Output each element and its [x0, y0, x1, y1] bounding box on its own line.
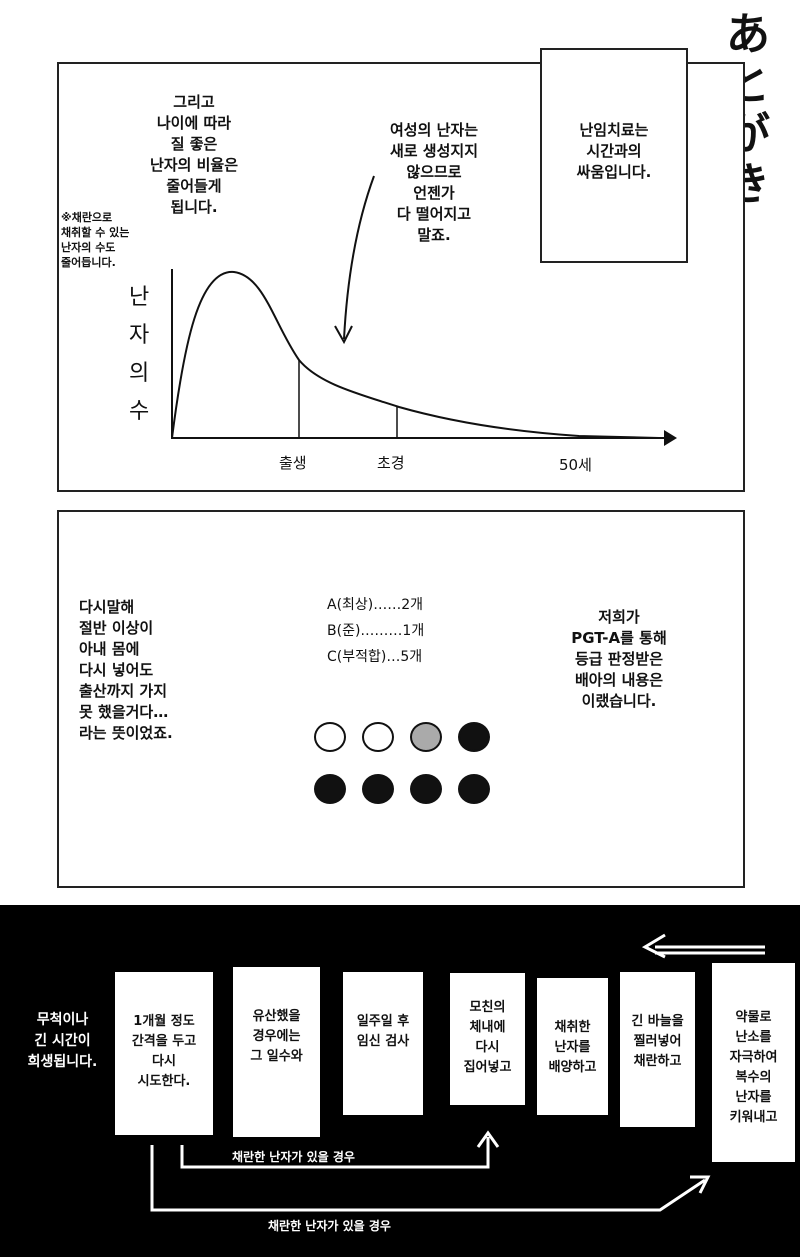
caption-eggs: 여성의 난자는 새로 생성지지 않으므로 언젠가 다 떨어지고 말죠.	[389, 121, 479, 244]
x-axis-arrowhead	[664, 430, 677, 446]
step-box-3: 일주일 후 임신 검사	[343, 972, 423, 1115]
egg-count-graph	[171, 175, 677, 446]
embryo-grade-c	[410, 774, 442, 804]
panel-1: 그리고 나이에 따라 질 좋은 난자의 비율은 줄어들게 됩니다. ※채란으로 …	[57, 62, 745, 492]
sacrifice-caption: 무척이나 긴 시간이 희생됩니다.	[27, 1012, 98, 1070]
ivf-cycle-band: 무척이나 긴 시간이 희생됩니다. 1개월 정도 간격을 두고 다시 시도한다.…	[0, 905, 800, 1257]
embryo-grade-c	[458, 774, 490, 804]
x-tick-50: 50세	[559, 456, 592, 474]
embryo-grade-a	[314, 722, 346, 752]
arrow-label-2: 채란한 난자가 있을 경우	[268, 1219, 391, 1233]
step-box-6: 긴 바늘을 찔러넣어 채란하고	[620, 972, 695, 1127]
grade-a: A(최상)……2개	[327, 597, 424, 613]
embryo-grade-c	[314, 774, 346, 804]
grade-c: C(부적합)…5개	[327, 649, 423, 665]
grade-list: A(최상)……2개 B(준)………1개 C(부적합)…5개	[327, 592, 424, 670]
time-caption: 난임치료는 시간과의 싸움입니다.	[576, 121, 652, 181]
caption-pgt: 저희가 PGT-A를 통해 등급 판정받은 배아의 내용은 이랬습니다.	[571, 608, 667, 710]
embryo-grade-c	[362, 774, 394, 804]
arrow-pointer	[334, 175, 375, 345]
embryo-grade-c	[458, 722, 490, 752]
arrow-to-reinsert	[180, 1130, 500, 1169]
arrow-label-1: 채란한 난자가 있을 경우	[232, 1150, 355, 1164]
caption-meaning: 다시말해 절반 이상이 아내 몸에 다시 넣어도 출산까지 가지 못 했을거다……	[79, 598, 173, 742]
x-tick-menarche: 초경	[377, 454, 405, 472]
footnote: ※채란으로 채취할 수 있는 난자의 수도 줄어듭니다.	[61, 211, 130, 269]
grade-b: B(준)………1개	[327, 623, 425, 639]
step-box-7: 약물로 난소를 자극하여 복수의 난자를 키워내고	[712, 963, 795, 1162]
y-axis-label: 난자의 수	[129, 285, 150, 424]
flow-arrows	[150, 933, 765, 1212]
top-return-arrow	[641, 933, 765, 959]
x-tick-birth: 출생	[279, 454, 307, 472]
step-box-1: 1개월 정도 간격을 두고 다시 시도한다.	[115, 972, 213, 1135]
time-box: 난임치료는 시간과의 싸움입니다.	[540, 48, 688, 263]
embryo-grade-a	[362, 722, 394, 752]
panel-2: 다시말해 절반 이상이 아내 몸에 다시 넣어도 출산까지 가지 못 했을거다……	[57, 510, 745, 888]
arrow-to-stimulate	[150, 1145, 711, 1212]
caption-quality: 그리고 나이에 따라 질 좋은 난자의 비율은 줄어들게 됩니다.	[149, 93, 239, 216]
step-box-2: 유산했을 경우에는 그 일수와	[233, 967, 320, 1137]
step-box-4: 모친의 체내에 다시 집어넣고	[450, 973, 525, 1105]
embryo-grade-b	[410, 722, 442, 752]
step-box-5: 채취한 난자를 배양하고	[537, 978, 608, 1115]
egg-count-curve	[171, 270, 660, 439]
